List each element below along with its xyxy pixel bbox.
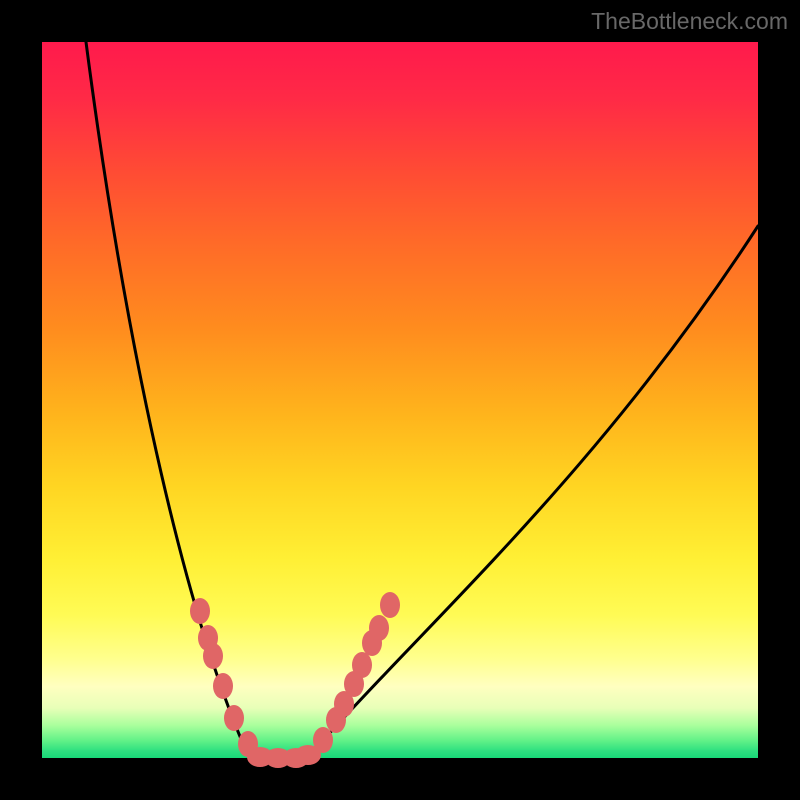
watermark-text: TheBottleneck.com [591,8,788,35]
data-marker [203,643,223,669]
data-marker [295,745,321,765]
data-marker [224,705,244,731]
curve-path [296,226,758,757]
data-marker [213,673,233,699]
data-marker [380,592,400,618]
data-marker [362,630,382,656]
chart-svg [0,0,800,800]
data-marker [190,598,210,624]
data-marker [326,707,346,733]
curve-path [86,42,262,757]
